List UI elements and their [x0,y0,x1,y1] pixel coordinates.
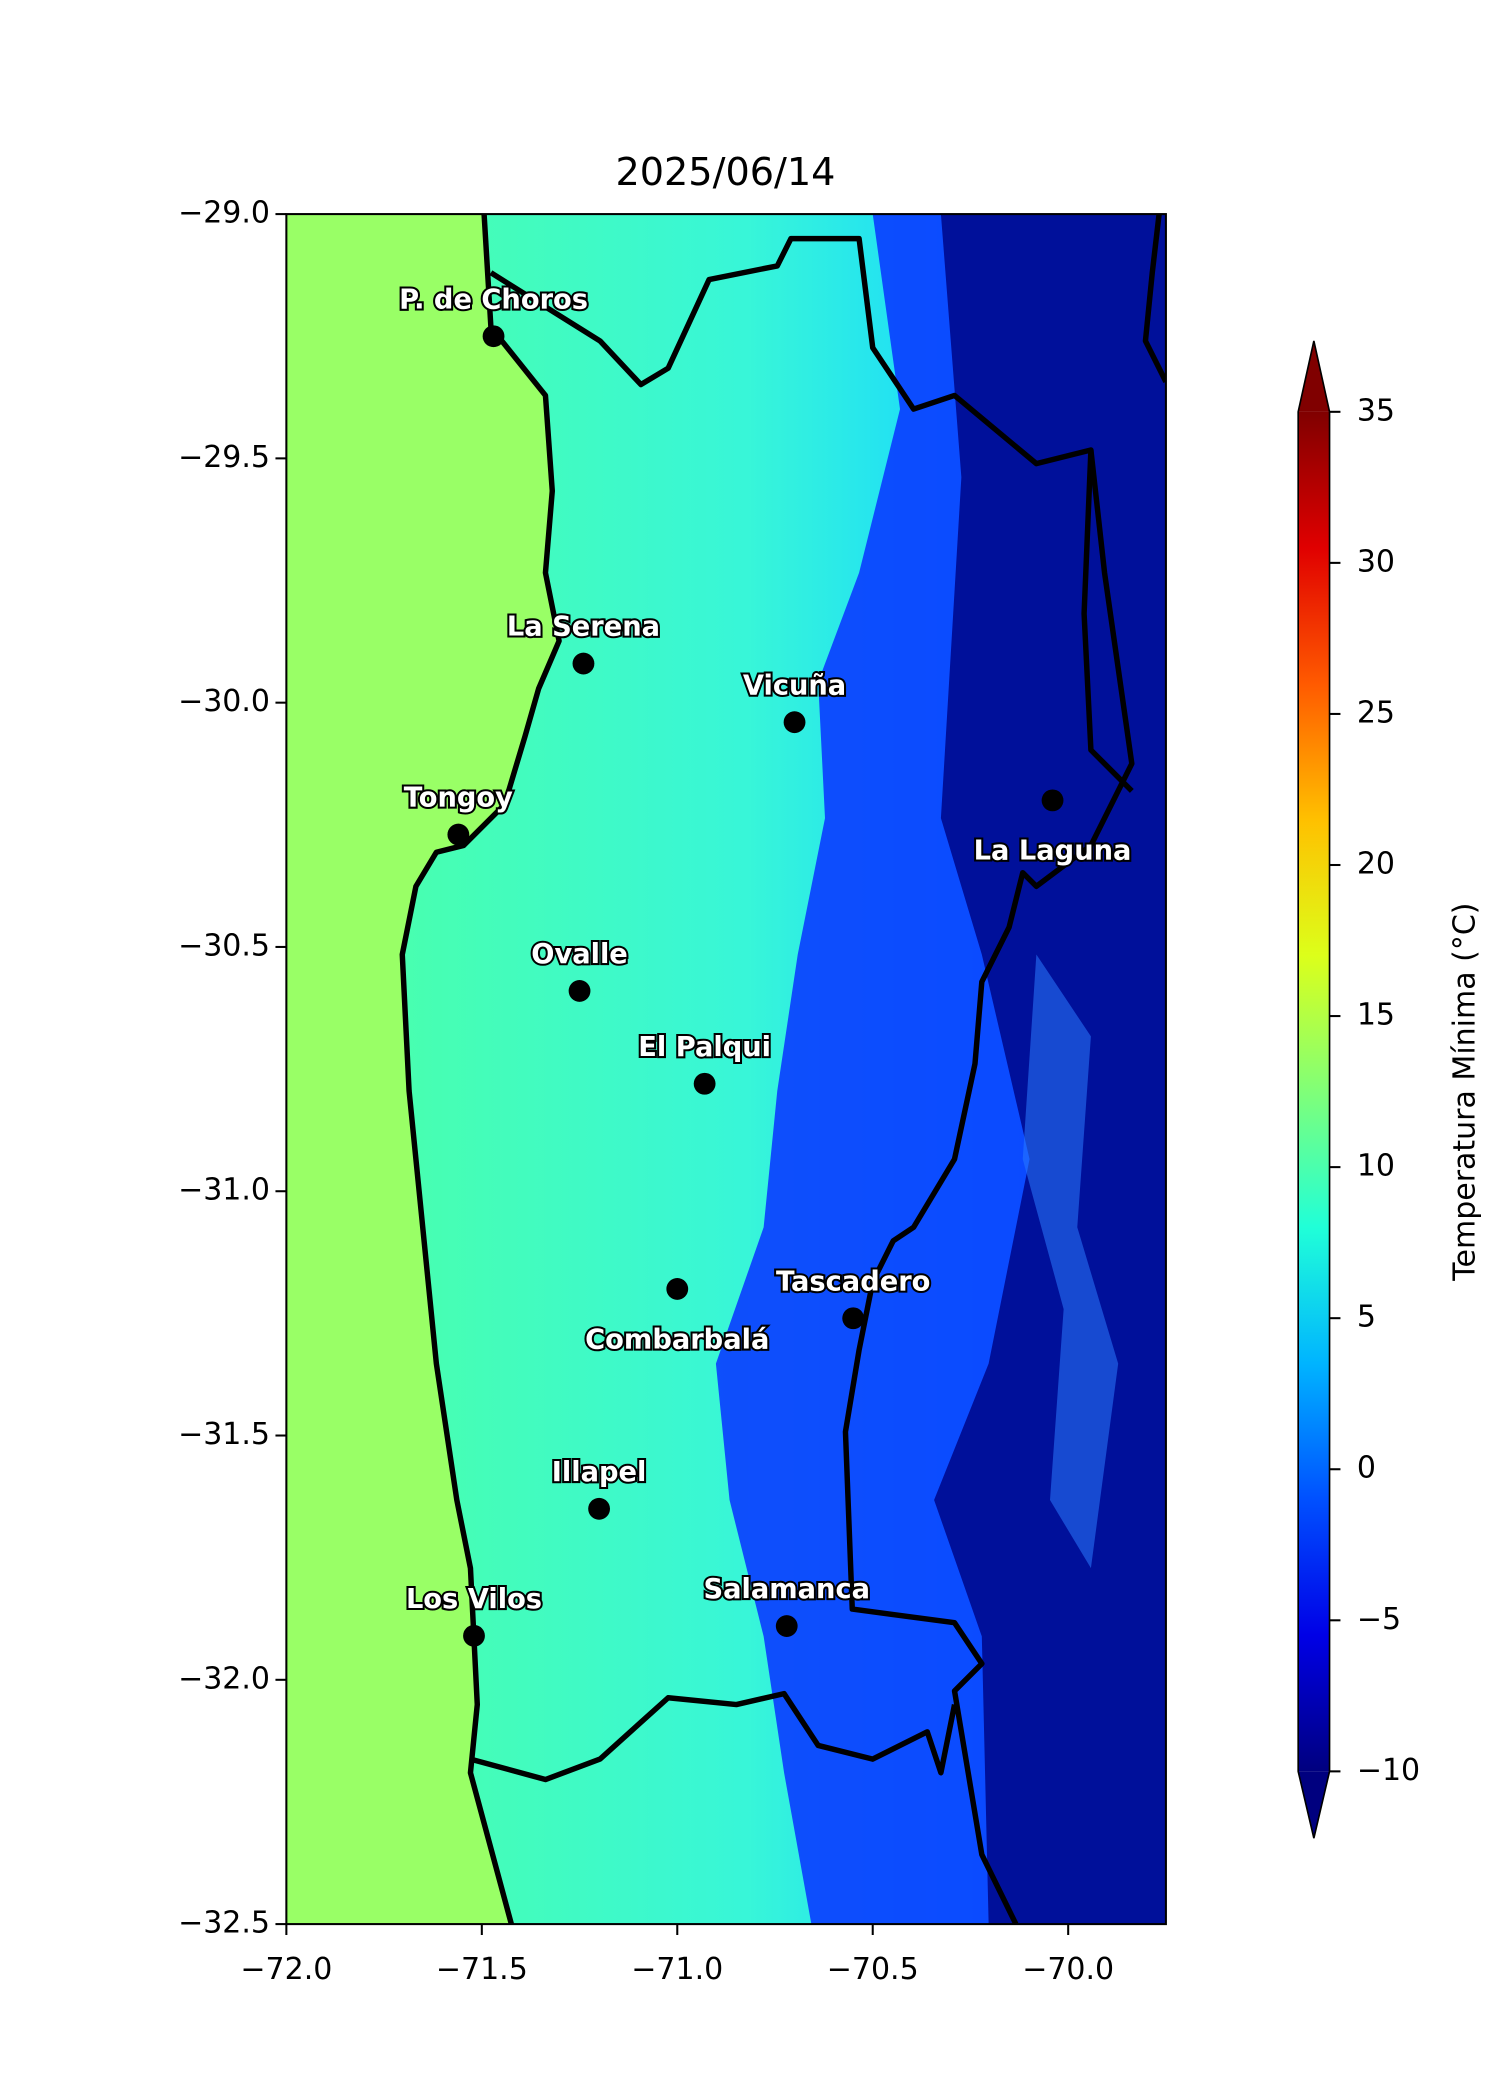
city-marker [775,1615,798,1637]
city-label: Combarbalá [585,1324,769,1355]
region-border-south [469,1690,958,1783]
colorbar-tick-label: 15 [1357,998,1395,1033]
city-marker [463,1624,485,1647]
colorbar-extend-max [1298,340,1330,412]
city-marker [842,1307,865,1330]
y-tick-label: −32.5 [178,1906,270,1941]
colorbar-tick-label: 0 [1357,1451,1376,1486]
city-marker [1041,789,1064,812]
colorbar-tick-label: 35 [1357,393,1395,428]
colorbar-tick-label: 30 [1357,544,1395,579]
axes-frame [285,213,1167,1926]
colorbar-tick-label: −5 [1357,1602,1401,1637]
y-tick-label: −31.0 [178,1173,270,1208]
city-label: Salamanca [703,1574,870,1605]
map-field [286,214,1166,1925]
colorbar-tick-label: 20 [1357,847,1395,882]
city-marker [666,1278,689,1300]
y-tick-label: −32.0 [178,1661,270,1696]
region-border [489,235,1135,1925]
colorbar-label: Temperatura Mínima (°C) [1447,902,1482,1281]
city-marker [572,652,595,675]
valley [1022,954,1119,1569]
colorbar-tick-label: −10 [1357,1753,1420,1788]
x-tick-label: −70.5 [827,1952,919,1987]
city-label: Tascadero [776,1266,930,1297]
y-tick-label: −31.5 [178,1417,270,1452]
city-label: La Laguna [974,836,1132,867]
city-marker [447,823,470,846]
city-marker [783,711,806,734]
colorbar [1298,411,1330,1772]
y-tick-label: −29.0 [178,196,270,231]
international-border [1081,214,1166,793]
city-label: Vicuña [743,670,846,701]
colorbar-frame [1297,340,1331,1839]
colorbar-extend-min [1298,1771,1330,1839]
city-marker [588,1497,610,1520]
city-label: P. de Choros [399,284,588,315]
x-tick-label: −72.0 [240,1952,332,1987]
colorbar-tick-label: 10 [1357,1149,1395,1184]
chart-title: 2025/06/14 [615,151,835,195]
city-label: Illapel [552,1457,647,1488]
coastline [399,214,562,1925]
city-label: Ovalle [531,939,628,970]
city-label: Tongoy [404,783,513,814]
city-marker [693,1072,716,1095]
y-tick-label: −30.5 [178,928,270,963]
colorbar-tick-label: 25 [1357,695,1395,730]
x-tick-label: −71.5 [436,1952,528,1987]
y-tick-label: −30.0 [178,684,270,719]
colorbar-tick-label: 5 [1357,1300,1376,1335]
x-tick-label: −70.0 [1022,1952,1114,1987]
y-tick-label: −29.5 [178,440,270,475]
city-label: Los Vilos [406,1584,542,1615]
city-label: El Palqui [638,1032,771,1063]
x-tick-label: −71.0 [631,1952,723,1987]
city-label: La Serena [507,612,660,643]
city-marker [482,325,505,348]
city-marker [568,980,591,1002]
